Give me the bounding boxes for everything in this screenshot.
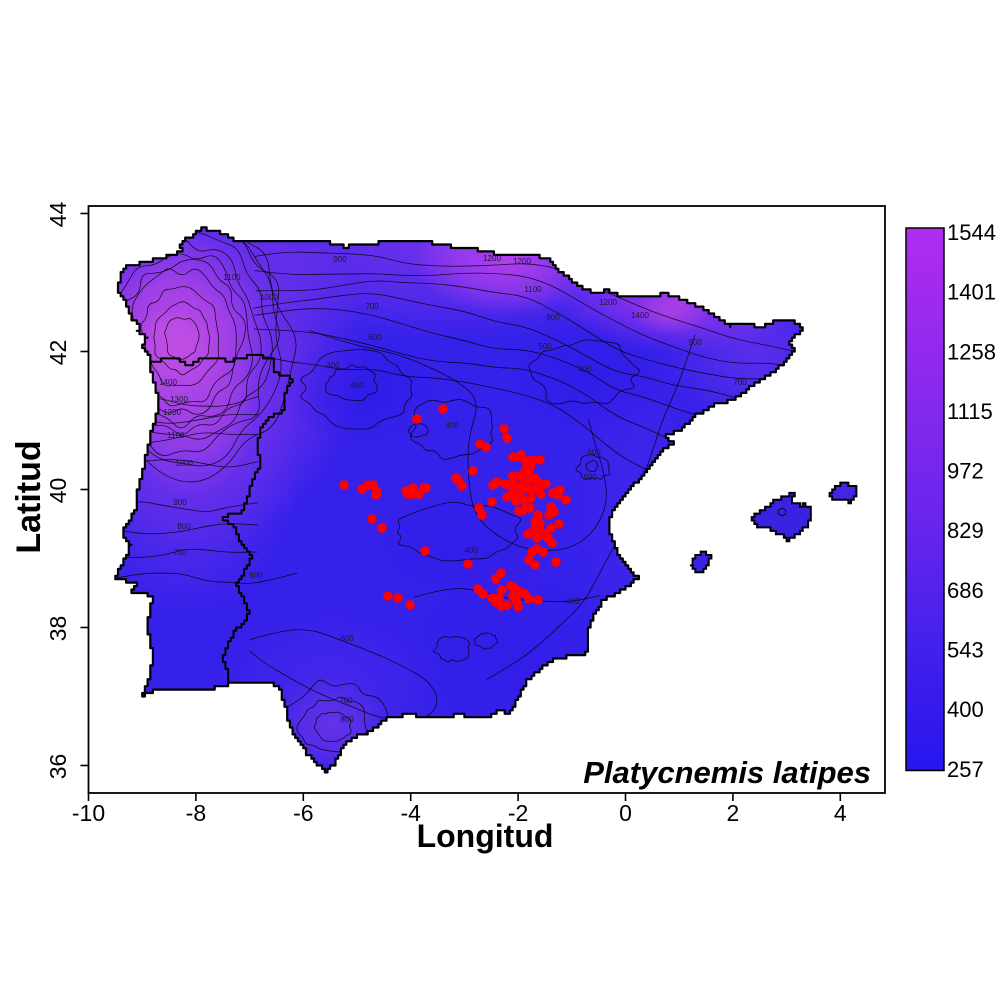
svg-text:700: 700 <box>733 378 747 387</box>
svg-text:700: 700 <box>365 302 379 311</box>
svg-text:44: 44 <box>45 202 71 228</box>
svg-text:700: 700 <box>173 548 187 557</box>
svg-text:1100: 1100 <box>167 431 185 440</box>
svg-text:Platycnemis latipes: Platycnemis latipes <box>583 755 871 790</box>
svg-text:686: 686 <box>947 578 984 603</box>
svg-text:-4: -4 <box>400 800 421 826</box>
svg-text:400: 400 <box>947 697 984 722</box>
svg-text:4: 4 <box>834 800 847 826</box>
svg-text:257: 257 <box>947 757 984 782</box>
svg-text:900: 900 <box>173 498 187 507</box>
svg-text:500: 500 <box>583 473 597 482</box>
svg-text:800: 800 <box>340 715 354 724</box>
svg-text:600: 600 <box>249 571 263 580</box>
svg-text:1200: 1200 <box>513 257 531 266</box>
svg-text:600: 600 <box>368 333 382 342</box>
svg-text:-2: -2 <box>508 800 528 826</box>
svg-text:1100: 1100 <box>524 285 542 294</box>
svg-text:829: 829 <box>947 518 984 543</box>
svg-text:Latitud: Latitud <box>10 440 48 553</box>
svg-text:40: 40 <box>45 478 71 504</box>
svg-text:600: 600 <box>340 634 354 643</box>
svg-text:1258: 1258 <box>947 339 996 364</box>
svg-text:1100: 1100 <box>223 273 241 282</box>
svg-text:1400: 1400 <box>631 311 649 320</box>
svg-text:1400: 1400 <box>159 378 177 387</box>
svg-text:-6: -6 <box>293 800 313 826</box>
svg-text:400: 400 <box>350 381 364 390</box>
svg-text:1200: 1200 <box>483 254 501 263</box>
svg-text:400: 400 <box>566 597 580 606</box>
svg-text:1000: 1000 <box>175 459 193 468</box>
svg-text:900: 900 <box>688 338 702 347</box>
svg-text:400: 400 <box>326 361 340 370</box>
svg-text:800: 800 <box>177 522 191 531</box>
svg-text:900: 900 <box>333 255 347 264</box>
svg-text:1401: 1401 <box>947 280 996 305</box>
svg-text:400: 400 <box>578 365 592 374</box>
svg-text:Longitud: Longitud <box>417 818 554 854</box>
svg-text:600: 600 <box>587 448 601 457</box>
svg-text:500: 500 <box>538 342 552 351</box>
svg-text:38: 38 <box>45 616 71 642</box>
svg-text:1200: 1200 <box>163 408 181 417</box>
svg-text:400: 400 <box>445 421 459 430</box>
svg-text:1000: 1000 <box>260 293 278 302</box>
svg-text:1300: 1300 <box>170 395 188 404</box>
svg-text:800: 800 <box>546 313 560 322</box>
svg-text:1200: 1200 <box>599 298 617 307</box>
svg-text:700: 700 <box>339 696 353 705</box>
svg-text:400: 400 <box>464 546 478 555</box>
svg-text:-10: -10 <box>72 800 105 826</box>
svg-text:-8: -8 <box>186 800 206 826</box>
svg-text:0: 0 <box>619 800 632 826</box>
svg-text:2: 2 <box>727 800 740 826</box>
svg-text:1115: 1115 <box>947 399 993 424</box>
svg-text:972: 972 <box>947 459 984 484</box>
svg-text:42: 42 <box>45 340 71 366</box>
svg-text:36: 36 <box>45 754 71 780</box>
svg-text:1544: 1544 <box>947 220 996 245</box>
svg-text:543: 543 <box>947 638 984 663</box>
